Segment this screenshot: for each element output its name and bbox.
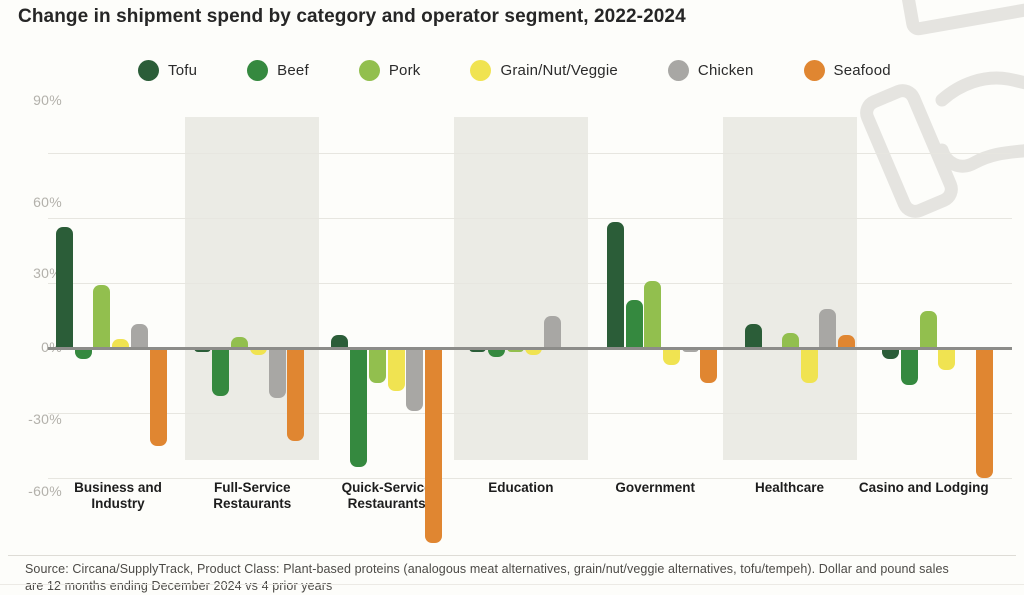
category-label-business-and-industry: Business and Industry	[74, 480, 162, 511]
bar-grain-nut-veggie-healthcare	[800, 348, 818, 383]
bar-seafood-healthcare	[838, 335, 855, 348]
source-note: Source: Circana/SupplyTrack, Product Cla…	[25, 562, 949, 593]
legend-dot-pork-icon	[358, 60, 380, 81]
bar-pork-education	[506, 348, 524, 353]
legend-label-beef: Beef	[277, 62, 309, 79]
bar-beef-business-and-industry	[74, 348, 92, 359]
category-label-full-service-restaurants: Full-Service Restaurants	[213, 480, 292, 511]
legend-item-grain-nut-veggie: Grain/Nut/Veggie	[470, 60, 618, 81]
bar-tofu-full-service-restaurants	[193, 348, 211, 353]
bar-grain-nut-veggie-business-and-industry	[112, 339, 130, 348]
bar-chicken-education	[543, 315, 561, 348]
gridline--60	[48, 478, 1012, 479]
bar-chicken-healthcare	[819, 309, 837, 348]
bar-beef-casino-and-lodging	[900, 348, 918, 385]
bar-beef-government	[625, 300, 643, 348]
legend-item-seafood: Seafood	[803, 60, 891, 81]
bar-pork-business-and-industry	[93, 285, 111, 348]
bar-pork-government	[644, 280, 662, 348]
bar-chicken-government	[681, 348, 699, 353]
gridline-30	[48, 283, 1012, 284]
chart-title: Change in shipment spend by category and…	[18, 6, 686, 27]
source-note-container: Source: Circana/SupplyTrack, Product Cla…	[8, 555, 1016, 595]
zero-axis-line	[48, 347, 1012, 350]
bar-seafood-quick-service-restaurants	[424, 348, 442, 543]
y-axis-tick-label-90: 90%	[33, 92, 62, 108]
bar-tofu-business-and-industry	[56, 226, 73, 348]
legend-dot-chicken-icon	[667, 60, 689, 81]
legend-item-beef: Beef	[247, 60, 309, 81]
bar-grain-nut-veggie-full-service-restaurants	[249, 348, 267, 355]
bar-pork-casino-and-lodging	[919, 311, 937, 348]
bar-tofu-casino-and-lodging	[882, 348, 900, 359]
gridline--30	[48, 413, 1012, 414]
gridline-90	[48, 153, 1012, 154]
category-label-quick-service-restaurants: Quick-Service Restaurants	[341, 480, 432, 511]
legend-item-tofu: Tofu	[138, 60, 197, 81]
y-axis-tick-label-30: 30%	[33, 265, 62, 281]
bottom-rule	[0, 584, 1024, 585]
category-label-casino-and-lodging: Casino and Lodging	[858, 480, 989, 495]
bar-seafood-casino-and-lodging	[975, 348, 993, 478]
legend-dot-seafood-icon	[803, 60, 825, 81]
bar-seafood-business-and-industry	[149, 348, 167, 446]
bar-seafood-full-service-restaurants	[287, 348, 305, 442]
legend-label-tofu: Tofu	[168, 62, 198, 79]
bar-beef-education	[487, 348, 505, 357]
legend-label-chicken: Chicken	[697, 62, 754, 79]
bar-tofu-healthcare	[744, 324, 762, 348]
bar-grain-nut-veggie-quick-service-restaurants	[387, 348, 405, 392]
y-axis-tick-label-60: 60%	[33, 194, 62, 210]
legend-item-chicken: Chicken	[667, 60, 754, 81]
legend-dot-grain-nut-veggie-icon	[470, 60, 492, 81]
bar-grain-nut-veggie-government	[662, 348, 680, 366]
bar-tofu-quick-service-restaurants	[331, 335, 349, 348]
legend-dot-tofu-icon	[138, 60, 159, 81]
bar-pork-healthcare	[781, 332, 799, 348]
gridline-60	[48, 218, 1012, 219]
bar-chicken-quick-service-restaurants	[406, 348, 424, 411]
legend-label-grain-nut-veggie: Grain/Nut/Veggie	[500, 62, 618, 79]
bar-beef-full-service-restaurants	[212, 348, 230, 396]
category-label-education: Education	[488, 480, 554, 495]
category-band-healthcare	[722, 117, 857, 460]
y-axis-tick-label--30: -30%	[28, 411, 62, 427]
category-label-government: Government	[615, 480, 695, 495]
bar-seafood-government	[700, 348, 718, 383]
y-axis-tick-label--60: -60%	[28, 483, 62, 499]
legend-item-pork: Pork	[358, 60, 421, 81]
bar-tofu-government	[606, 222, 624, 348]
legend-label-seafood: Seafood	[833, 62, 891, 79]
bar-tofu-education	[469, 348, 487, 353]
bar-beef-quick-service-restaurants	[350, 348, 368, 468]
bar-grain-nut-veggie-casino-and-lodging	[938, 348, 956, 370]
category-label-healthcare: Healthcare	[754, 480, 825, 495]
legend: Tofu Beef Pork Grain/Nut/Veggie Chicken Seafo…	[138, 60, 891, 81]
bar-chicken-full-service-restaurants	[268, 348, 286, 398]
bar-chicken-business-and-industry	[130, 324, 148, 348]
bar-pork-quick-service-restaurants	[368, 348, 386, 383]
bar-grain-nut-veggie-education	[525, 348, 543, 355]
category-band-education	[453, 117, 588, 460]
legend-label-pork: Pork	[388, 62, 421, 79]
bar-pork-full-service-restaurants	[231, 337, 249, 348]
legend-dot-beef-icon	[247, 60, 269, 81]
